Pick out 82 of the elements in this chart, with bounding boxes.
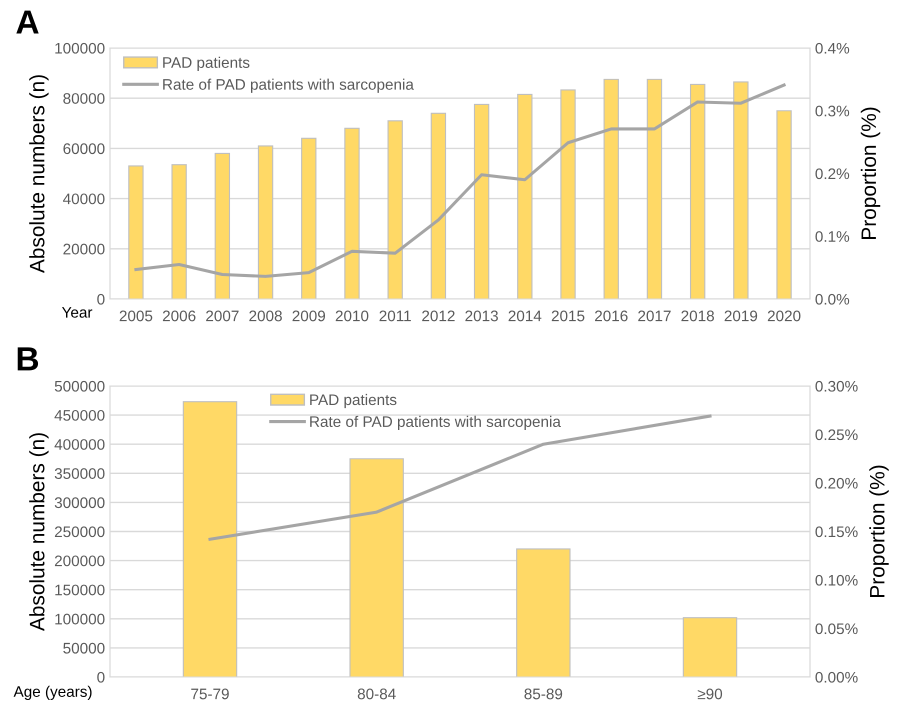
bar (517, 94, 532, 299)
y2-tick-label: 0.20% (815, 478, 858, 489)
x-tick-label: 75-79 (191, 688, 229, 700)
y-axis-title: Absolute numbers (n) (29, 75, 49, 274)
bar (301, 138, 316, 299)
y-tick-label: 400000 (54, 439, 105, 450)
x-tick-label: 2007 (206, 310, 239, 322)
bar (474, 104, 490, 299)
y2-tick-label: 0.1% (815, 231, 850, 242)
chart-title: A (16, 10, 39, 34)
y-tick-label: 60000 (63, 143, 105, 154)
x-tick-label: 2005 (120, 310, 152, 322)
y2-axis-title: Proportion (%) (869, 466, 889, 597)
bar (560, 89, 576, 299)
y-tick-label: 0 (97, 672, 105, 683)
bar (388, 120, 403, 299)
x-tick-label: 2016 (595, 310, 628, 322)
y2-tick-label: 0.3% (815, 106, 850, 116)
x-tick-label: 85-89 (524, 688, 562, 700)
x-tick-label: 2006 (162, 310, 196, 322)
x-tick-label: 2014 (508, 310, 542, 322)
bar (646, 78, 662, 299)
y-tick-label: 300000 (54, 497, 105, 508)
y2-tick-label: 0.4% (815, 42, 850, 54)
x-axis-title: Age (years) (14, 686, 92, 700)
x-tick-label: 2009 (292, 310, 326, 322)
x-axis-title: Year (62, 307, 92, 318)
y2-tick-label: 0.10% (815, 574, 858, 586)
bar (182, 401, 238, 677)
y-tick-label: 0 (97, 294, 105, 305)
bar (733, 81, 749, 299)
x-tick-label: ≥90 (698, 688, 722, 700)
bar (516, 548, 571, 677)
legend-label: PAD patients (163, 56, 250, 71)
y-tick-label: 80000 (63, 93, 105, 104)
legend-label: Rate of PAD patients with sarcopenia (163, 78, 414, 93)
y2-tick-label: 0.30% (815, 380, 858, 392)
legend-label: PAD patients (310, 394, 396, 408)
y2-axis-title: Proportion (%) (860, 108, 880, 239)
x-tick-label: 2013 (465, 310, 498, 322)
x-tick-label: 2011 (380, 310, 411, 322)
x-tick-label: 2017 (638, 310, 671, 322)
bar (604, 78, 619, 299)
x-tick-label: 2018 (681, 310, 714, 322)
legend-label: Rate of PAD patients with sarcopenia (310, 416, 561, 430)
y-tick-label: 100000 (55, 614, 105, 624)
x-tick-label: 2010 (336, 310, 368, 322)
y2-tick-label: 0.2% (815, 168, 850, 180)
bar (430, 112, 446, 299)
bar (344, 128, 360, 299)
bar (128, 165, 144, 299)
y-tick-label: 50000 (63, 642, 105, 654)
x-tick-label: 2020 (768, 310, 800, 322)
bar (682, 617, 738, 677)
y-tick-label: 100000 (55, 42, 105, 54)
bar (171, 164, 187, 299)
x-tick-label: 2012 (422, 310, 455, 322)
y2-tick-label: 0.05% (815, 623, 858, 634)
y-tick-label: 500000 (54, 380, 105, 392)
y-tick-label: 250000 (54, 526, 105, 538)
x-tick-label: 80-84 (358, 688, 396, 700)
bar (776, 110, 792, 299)
y-axis-title: Absolute numbers (n) (29, 433, 49, 632)
bar (214, 152, 230, 299)
x-tick-label: 2015 (552, 310, 584, 322)
y-tick-label: 350000 (54, 468, 105, 479)
y2-tick-label: 0.15% (815, 526, 858, 538)
y-tick-label: 20000 (63, 244, 105, 254)
bar (690, 84, 706, 299)
y-tick-label: 200000 (54, 555, 105, 566)
chart-title: B (18, 347, 38, 370)
y2-tick-label: 0.25% (815, 429, 858, 440)
y-tick-label: 150000 (55, 584, 105, 596)
x-tick-label: 2008 (249, 310, 282, 322)
y2-tick-label: 0.00% (815, 672, 858, 683)
y2-tick-label: 0.0% (815, 294, 850, 305)
line-series (208, 414, 712, 541)
y-tick-label: 450000 (54, 410, 105, 421)
bar (349, 458, 404, 677)
bar (258, 145, 274, 299)
x-tick-label: 2019 (724, 310, 758, 322)
y-tick-label: 40000 (63, 193, 105, 204)
